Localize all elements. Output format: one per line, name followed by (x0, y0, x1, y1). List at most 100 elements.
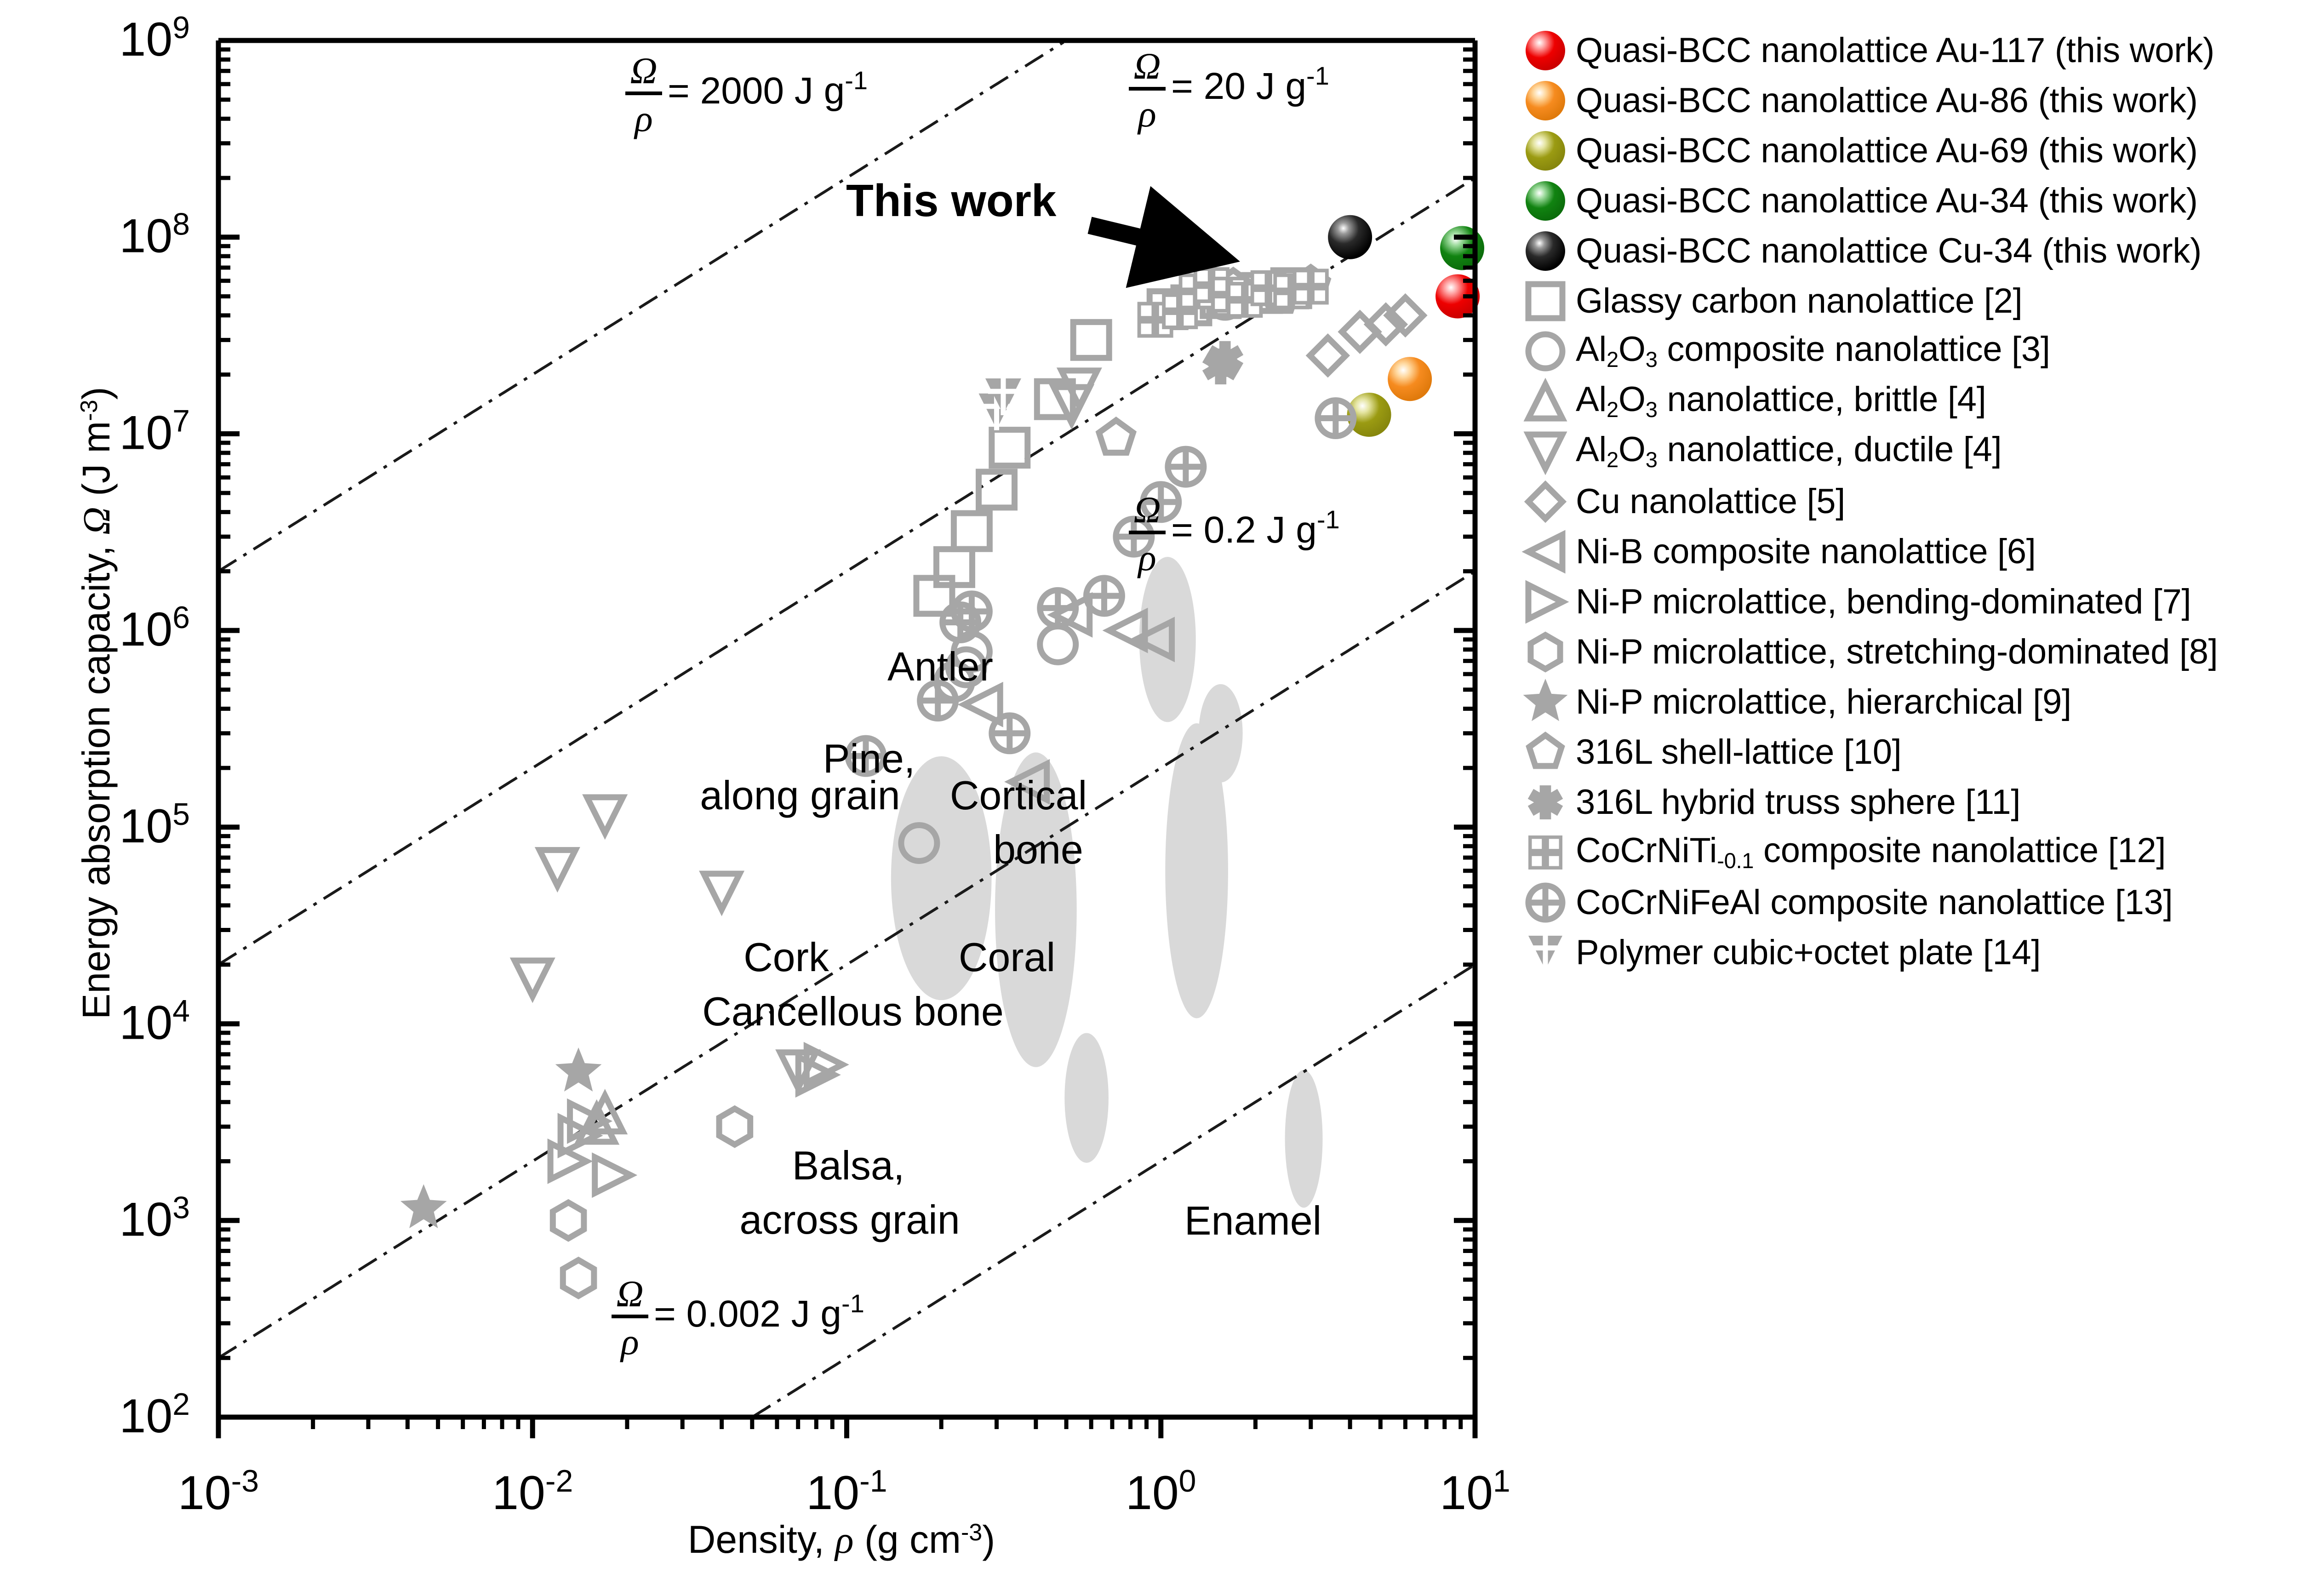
data-marker-cell (1230, 303, 1241, 315)
data-marker-cell (1230, 285, 1241, 296)
legend-item[interactable]: Al2O3 nanolattice, ductile [4] (1515, 426, 2299, 476)
legend-item[interactable]: Al2O3 composite nanolattice [3] (1515, 326, 2299, 376)
guide-label-1-numerator: Ω (1133, 45, 1161, 87)
legend-item[interactable]: Quasi-BCC nanolattice Cu-34 (this work) (1515, 226, 2299, 276)
y-tick-label: 106 (119, 600, 190, 656)
legend-item[interactable]: Quasi-BCC nanolattice Au-34 (this work) (1515, 176, 2299, 226)
legend-label: Glassy carbon nanolattice [2] (1576, 281, 2023, 320)
data-marker (1527, 631, 1563, 673)
legend-item[interactable]: 316L shell-lattice [10] (1515, 727, 2299, 777)
data-marker (1525, 331, 1566, 371)
y-tick-label: 102 (119, 1387, 190, 1443)
legend-symbol-pentagon-icon (1515, 727, 1576, 778)
data-marker (557, 1113, 603, 1159)
guide-label-0-denominator: ρ (633, 97, 652, 139)
data-marker (1526, 80, 1565, 120)
y-tick-label: 104 (119, 994, 190, 1050)
data-marker (1523, 431, 1567, 475)
material-ellipse (891, 756, 992, 1001)
data-marker (1527, 785, 1563, 819)
legend-item[interactable]: Al2O3 nanolattice, brittle [4] (1515, 376, 2299, 426)
data-marker (1056, 367, 1102, 413)
data-marker (549, 1199, 587, 1242)
data-marker (1523, 678, 1568, 721)
data-marker (509, 957, 555, 1003)
legend-label: Quasi-BCC nanolattice Au-34 (this work) (1576, 181, 2198, 220)
iso-guide-line (751, 963, 1476, 1419)
material-label: Enamel (1184, 1198, 1321, 1243)
legend-label: Al2O3 composite nanolattice [3] (1576, 329, 2050, 372)
data-marker-cell (1141, 305, 1152, 316)
data-marker-cell (1166, 315, 1177, 326)
legend-item[interactable]: Cu nanolattice [5] (1515, 476, 2299, 526)
data-marker (560, 1256, 597, 1299)
data-marker-cell (1182, 277, 1193, 288)
legend-item[interactable]: 316L hybrid truss sphere [11] (1515, 777, 2299, 827)
legend-item[interactable]: CoCrNiFeAl composite nanolattice [13] (1515, 877, 2299, 927)
legend-label: Ni-P microlattice, stretching-dominated … (1576, 632, 2218, 671)
legend: Quasi-BCC nanolattice Au-117 (this work)… (1515, 25, 2299, 978)
legend-label: Quasi-BCC nanolattice Au-86 (this work) (1576, 80, 2198, 120)
guide-label-0-text: = 2000 J g-1 (668, 66, 868, 112)
legend-item[interactable]: Polymer cubic+octet plate [14] (1515, 927, 2299, 978)
legend-symbol-circle-icon (1515, 326, 1576, 377)
legend-item[interactable]: Ni-B composite nanolattice [6] (1515, 526, 2299, 577)
material-label: Antler (887, 644, 993, 689)
data-marker (716, 1105, 754, 1148)
x-tick-label: 101 (1440, 1464, 1510, 1520)
material-ellipse (1198, 684, 1243, 783)
y-tick-label: 103 (119, 1190, 190, 1246)
material-ellipse (1285, 1070, 1323, 1208)
legend-item[interactable]: Ni-P microlattice, hierarchical [9] (1515, 677, 2299, 727)
data-marker (699, 870, 745, 916)
data-marker (1347, 392, 1391, 437)
y-tick-label: 108 (119, 207, 190, 263)
legend-item[interactable]: Ni-P microlattice, bending-dominated [7] (1515, 577, 2299, 627)
data-marker (1528, 885, 1562, 920)
legend-symbol-circle-plus-icon (1515, 877, 1576, 928)
material-label: Cancellous bone (702, 989, 1004, 1034)
legend-symbol-triangle-down-split-icon (1515, 927, 1576, 978)
legend-label: Quasi-BCC nanolattice Au-69 (this work) (1576, 131, 2198, 170)
data-marker-cell (1166, 297, 1177, 308)
legend-item[interactable]: Ni-P microlattice, stretching-dominated … (1515, 627, 2299, 677)
x-tick-label: 100 (1126, 1464, 1196, 1520)
material-label: Cortical (950, 772, 1087, 818)
data-marker-cell (1277, 295, 1288, 306)
guide-label-3-text: = 0.002 J g-1 (654, 1289, 864, 1335)
data-marker (582, 794, 628, 840)
guide-label-2-denominator: ρ (1137, 537, 1156, 578)
legend-item[interactable]: CoCrNiTi-0.1 composite nanolattice [12] (1515, 827, 2299, 877)
data-marker (950, 510, 993, 552)
material-label: Pine, (823, 736, 915, 781)
material-label: bone (993, 827, 1083, 872)
data-marker (1523, 377, 1567, 421)
legend-item[interactable]: Quasi-BCC nanolattice Au-69 (this work) (1515, 126, 2299, 176)
legend-symbol-diamond-icon (1515, 476, 1576, 527)
data-marker-cell (1296, 272, 1307, 283)
legend-label: Polymer cubic+octet plate [14] (1576, 932, 2041, 972)
data-marker (592, 1152, 638, 1198)
legend-label: Ni-P microlattice, hierarchical [9] (1576, 682, 2071, 721)
legend-symbol-sphere-icon (1515, 75, 1576, 126)
legend-label: Quasi-BCC nanolattice Cu-34 (this work) (1576, 231, 2202, 270)
data-marker (898, 822, 940, 864)
data-marker (1526, 731, 1565, 769)
legend-label: 316L hybrid truss sphere [11] (1576, 782, 2021, 822)
legend-symbol-square-grid-icon (1515, 827, 1576, 878)
legend-label: Al2O3 nanolattice, brittle [4] (1576, 379, 1986, 422)
material-label: Cork (743, 934, 829, 980)
data-marker-cell (1254, 292, 1265, 303)
legend-item[interactable]: Glassy carbon nanolattice [2] (1515, 276, 2299, 326)
legend-item[interactable]: Quasi-BCC nanolattice Au-117 (this work) (1515, 25, 2299, 75)
legend-item[interactable]: Quasi-BCC nanolattice Au-86 (this work) (1515, 75, 2299, 126)
data-marker (920, 682, 956, 719)
guide-label-3-numerator: Ω (616, 1273, 643, 1315)
data-marker (991, 715, 1028, 751)
this-work-arrow (1087, 186, 1240, 288)
legend-label: Ni-P microlattice, bending-dominated [7] (1576, 582, 2191, 621)
material-ellipse (1165, 723, 1228, 1018)
legend-symbol-sphere-icon (1515, 25, 1576, 76)
y-tick-label: 109 (119, 10, 190, 66)
